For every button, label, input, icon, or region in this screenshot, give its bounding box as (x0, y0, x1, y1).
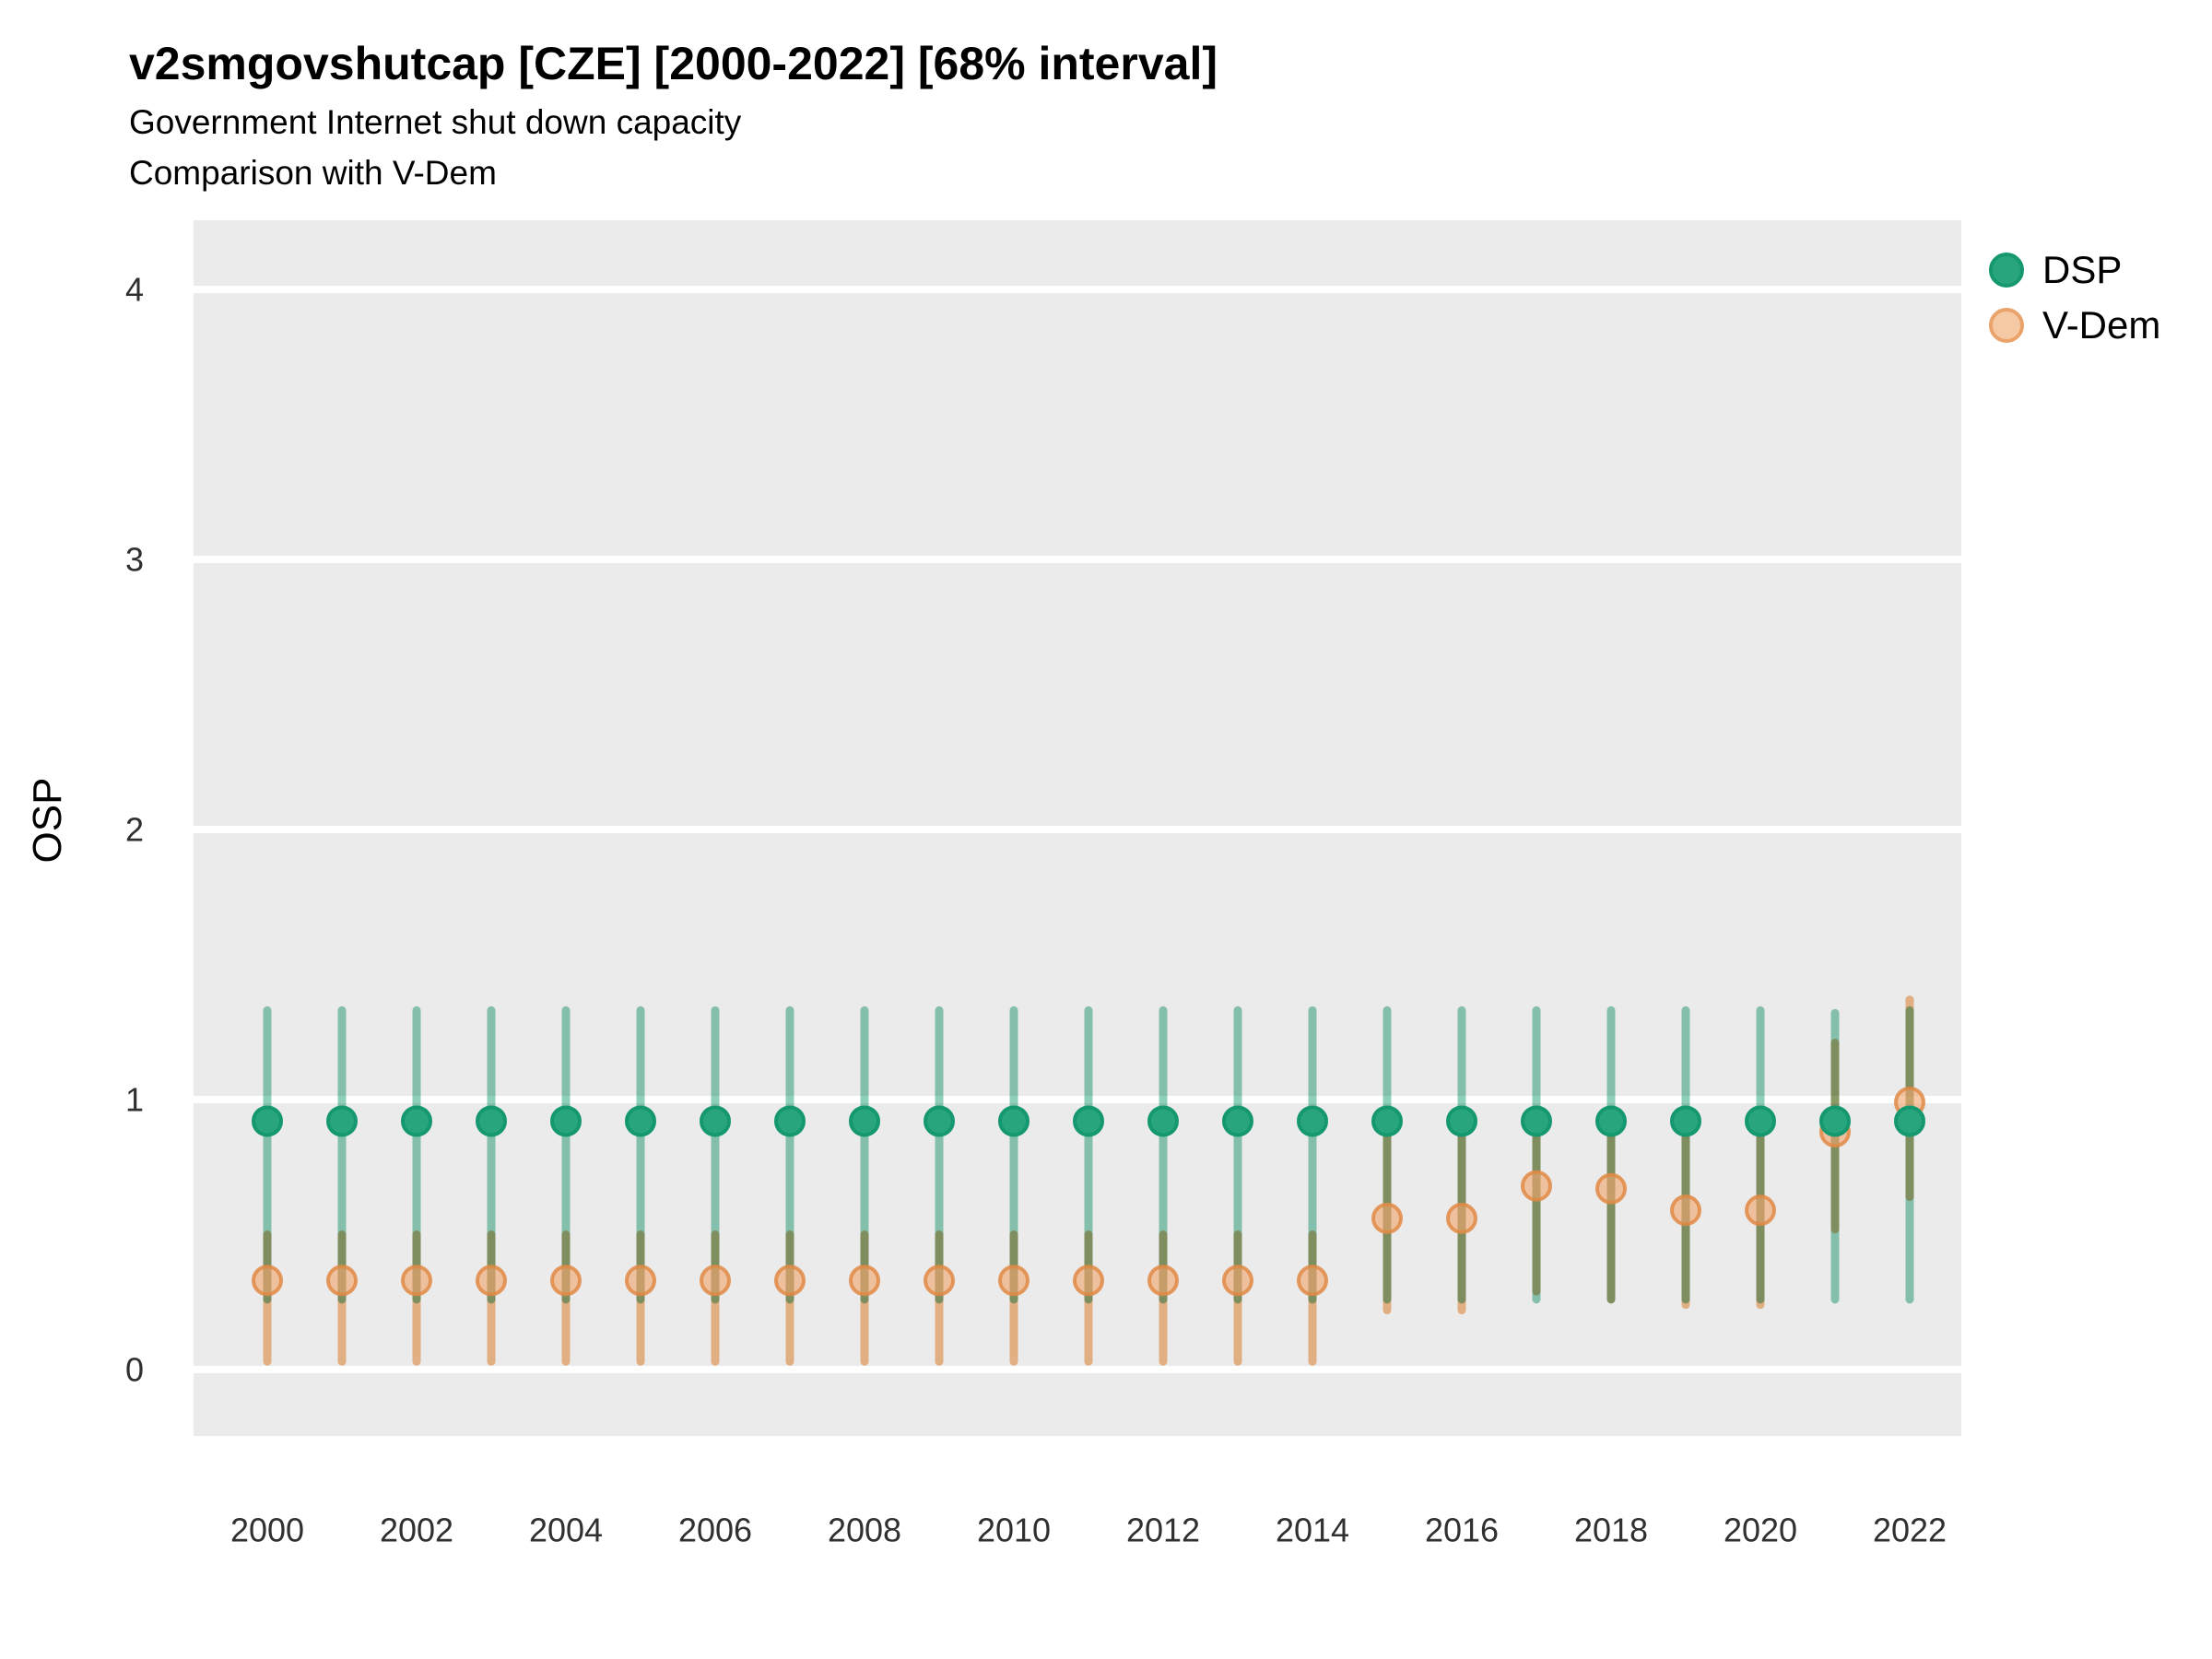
dsp-point-2007 (774, 1105, 806, 1137)
dsp-point-2001 (326, 1105, 358, 1137)
chart-title: v2smgovshutcap [CZE] [2000-2022] [68% in… (129, 38, 1218, 89)
vdem-point-2016 (1446, 1202, 1477, 1234)
dsp-point-2022 (1894, 1105, 1925, 1137)
dsp-point-2006 (700, 1105, 731, 1137)
vdem-point-2015 (1371, 1202, 1403, 1234)
vdem-point-2004 (550, 1265, 582, 1297)
vdem-point-2012 (1147, 1265, 1179, 1297)
vdem-point-2014 (1297, 1265, 1328, 1297)
legend-label-dsp: DSP (2042, 248, 2123, 291)
dsp-point-2020 (1745, 1105, 1776, 1137)
vdem-point-2019 (1670, 1194, 1701, 1227)
vdem-point-2010 (998, 1265, 1030, 1297)
dsp-point-2019 (1670, 1105, 1701, 1137)
chart-subtitle: Government Internet shut down capacity (129, 103, 742, 141)
dsp-point-2021 (1819, 1105, 1851, 1137)
y-tick-label-2: 2 (125, 811, 144, 849)
dsp-point-2016 (1446, 1105, 1477, 1137)
vdem-legend-dot-icon (1989, 308, 2024, 344)
legend-item-dsp: DSP (1989, 248, 2160, 291)
vdem-point-2013 (1222, 1265, 1253, 1297)
dsp-point-2004 (550, 1105, 582, 1137)
x-tick-label-2002: 2002 (380, 1512, 453, 1549)
dsp-point-2014 (1297, 1105, 1328, 1137)
dsp-point-2013 (1222, 1105, 1253, 1137)
dsp-point-2003 (476, 1105, 507, 1137)
x-tick-label-2008: 2008 (828, 1512, 901, 1549)
y-tick-label-4: 4 (125, 271, 144, 309)
dsp-legend-dot-icon (1989, 253, 2024, 288)
dsp-point-2012 (1147, 1105, 1179, 1137)
x-tick-label-2016: 2016 (1425, 1512, 1499, 1549)
x-tick-label-2012: 2012 (1126, 1512, 1200, 1549)
y-tick-label-3: 3 (125, 541, 144, 579)
vdem-point-2018 (1595, 1172, 1627, 1205)
legend-label-vdem: V-Dem (2042, 303, 2161, 347)
x-tick-label-2020: 2020 (1724, 1512, 1797, 1549)
x-tick-label-2000: 2000 (230, 1512, 304, 1549)
vdem-point-2006 (700, 1265, 731, 1297)
dsp-point-2002 (401, 1105, 432, 1137)
y-tick-label-1: 1 (125, 1081, 144, 1119)
vdem-point-2011 (1073, 1265, 1104, 1297)
chart-subtitle-line2: Comparison with V-Dem (129, 154, 497, 192)
legend: DSP V-Dem (1989, 248, 2161, 347)
vdem-point-2020 (1745, 1194, 1776, 1227)
x-tick-label-2022: 2022 (1873, 1512, 1947, 1549)
vdem-point-2007 (774, 1265, 806, 1297)
legend-item-vdem: V-Dem (1989, 303, 2161, 347)
vdem-point-2002 (401, 1265, 432, 1297)
vdem-point-2008 (849, 1265, 880, 1297)
dsp-point-2000 (252, 1105, 283, 1137)
vdem-point-2001 (326, 1265, 358, 1297)
vdem-point-2009 (924, 1265, 955, 1297)
dsp-point-2017 (1521, 1105, 1552, 1137)
x-tick-label-2010: 2010 (977, 1512, 1051, 1549)
dsp-point-2008 (849, 1105, 880, 1137)
dsp-point-2005 (625, 1105, 656, 1137)
vdem-point-2017 (1521, 1170, 1552, 1202)
x-tick-label-2006: 2006 (678, 1512, 752, 1549)
dsp-point-2015 (1371, 1105, 1403, 1137)
vdem-point-2003 (476, 1265, 507, 1297)
vdem-point-2005 (625, 1265, 656, 1297)
x-tick-label-2018: 2018 (1574, 1512, 1648, 1549)
dsp-point-2010 (998, 1105, 1030, 1137)
y-tick-label-0: 0 (125, 1351, 144, 1389)
dsp-point-2011 (1073, 1105, 1104, 1137)
x-tick-label-2014: 2014 (1276, 1512, 1349, 1549)
x-tick-label-2004: 2004 (529, 1512, 603, 1549)
dsp-point-2009 (924, 1105, 955, 1137)
vdem-point-2000 (252, 1265, 283, 1297)
dsp-point-2018 (1595, 1105, 1627, 1137)
